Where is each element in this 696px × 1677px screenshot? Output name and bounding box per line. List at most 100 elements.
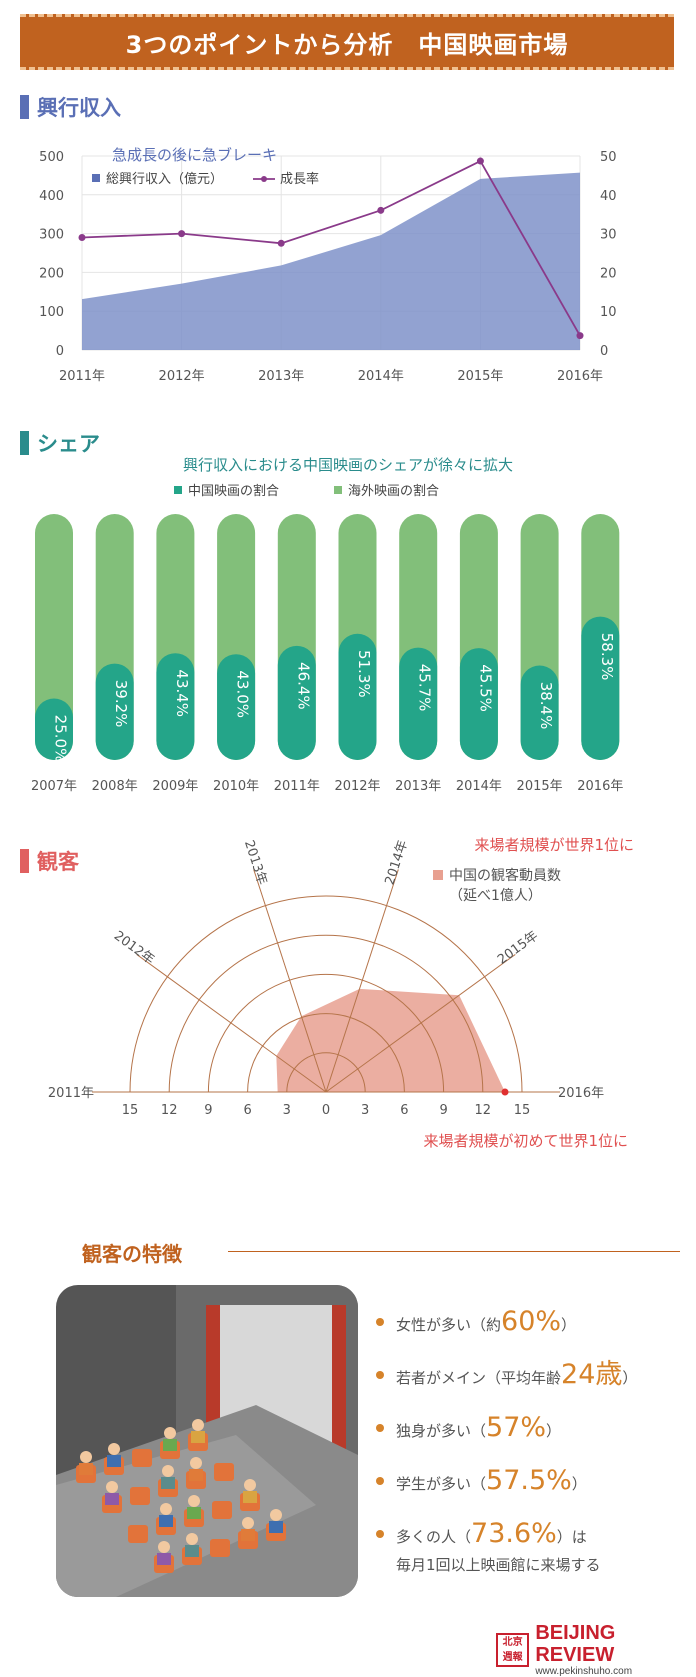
person-body bbox=[243, 1491, 257, 1503]
legend-swatch bbox=[174, 486, 182, 494]
radial-tick-label: 15 bbox=[122, 1103, 139, 1118]
seat-shape bbox=[212, 1501, 232, 1519]
x-tick-label: 2008年 bbox=[92, 779, 138, 794]
x-tick-label: 2014年 bbox=[358, 369, 404, 384]
growth-point bbox=[78, 233, 86, 241]
person-head bbox=[164, 1427, 176, 1439]
bullet-icon bbox=[376, 1318, 384, 1326]
person-head bbox=[158, 1541, 170, 1553]
seat-shape bbox=[214, 1463, 234, 1481]
x-tick-label: 2009年 bbox=[152, 779, 198, 794]
section-title: 観客 bbox=[37, 850, 79, 874]
y-tick-label-left: 400 bbox=[39, 189, 64, 204]
bar-value-label: 43.4% bbox=[173, 669, 191, 717]
y-tick-label-right: 0 bbox=[600, 344, 608, 359]
legend-label: 中国映画の割合 bbox=[188, 483, 279, 499]
radial-tick-label: 15 bbox=[514, 1103, 531, 1118]
share-bar-domestic bbox=[217, 654, 256, 760]
y-tick-label-right: 30 bbox=[600, 228, 617, 243]
chart-title: 急成長の後に急ブレーキ bbox=[112, 146, 277, 164]
radial-ring bbox=[129, 895, 523, 1093]
radial-ring bbox=[168, 934, 484, 1093]
feature-text: 学生が多い（ bbox=[396, 1475, 487, 1493]
feature-item: 女性が多い（約60%） bbox=[376, 1308, 686, 1339]
person-body bbox=[189, 1469, 203, 1481]
year-spoke bbox=[325, 869, 399, 1093]
bar-value-label: 45.7% bbox=[416, 664, 434, 712]
year-label: 2014年 bbox=[383, 838, 412, 886]
y-tick-label-right: 10 bbox=[600, 305, 617, 320]
radial-ring bbox=[247, 1013, 405, 1093]
share-bar-domestic bbox=[156, 653, 195, 760]
bar-value-label: 39.2% bbox=[112, 680, 130, 728]
growth-point bbox=[576, 332, 584, 340]
radial-ring bbox=[207, 973, 445, 1093]
features-title: 観客の特徴 bbox=[82, 1242, 182, 1266]
chart-title: 興行収入における中国映画のシェアが徐々に拡大 bbox=[183, 456, 513, 474]
person-head bbox=[192, 1419, 204, 1431]
share-bar-domestic bbox=[277, 645, 316, 760]
feature-item: 学生が多い（57.5%） bbox=[376, 1467, 686, 1498]
feature-text: ） bbox=[546, 1422, 562, 1440]
seat-shape bbox=[210, 1539, 230, 1557]
person-head bbox=[106, 1481, 118, 1493]
bullet-icon bbox=[376, 1477, 384, 1485]
box-office-chart: 0 100 200 300 400 500 0 10 20 30 40 50 2011年 2012年 201… bbox=[39, 146, 617, 384]
revenue-area bbox=[82, 172, 580, 350]
section-header-audience: 観客 bbox=[20, 846, 79, 876]
bar-value-label: 25.0% bbox=[52, 715, 70, 763]
x-tick-label: 2016年 bbox=[557, 369, 603, 384]
features-divider bbox=[228, 1251, 680, 1252]
bar-value-label: 43.0% bbox=[234, 670, 252, 718]
share-bar-domestic bbox=[520, 665, 559, 760]
bullet-icon bbox=[376, 1530, 384, 1538]
person-body bbox=[105, 1493, 119, 1505]
feature-text: 女性が多い（約 bbox=[396, 1316, 502, 1334]
person-body bbox=[187, 1507, 201, 1519]
feature-text: 独身が多い（ bbox=[396, 1422, 487, 1440]
x-tick-label: 2011年 bbox=[274, 779, 320, 794]
legend-swatch bbox=[334, 486, 342, 494]
y-tick-label-left: 500 bbox=[39, 150, 64, 165]
radial-tick-label: 3 bbox=[361, 1103, 369, 1118]
feature-value: 60% bbox=[501, 1306, 562, 1337]
feature-text: ） bbox=[622, 1369, 638, 1387]
y-tick-label-right: 20 bbox=[600, 266, 617, 281]
person-body bbox=[241, 1529, 255, 1541]
bar-value-label: 46.4% bbox=[294, 662, 312, 710]
y-tick-label-right: 50 bbox=[600, 150, 617, 165]
legend-unit: （延べ1億人） bbox=[449, 888, 542, 904]
feature-item: 独身が多い（57%） bbox=[376, 1414, 686, 1445]
year-spoke bbox=[136, 954, 327, 1093]
y-tick-label-left: 200 bbox=[39, 266, 64, 281]
person-head bbox=[188, 1495, 200, 1507]
y-tick-label-left: 0 bbox=[56, 344, 64, 359]
person-body bbox=[269, 1521, 283, 1533]
seat-shape bbox=[128, 1525, 148, 1543]
radial-tick-label: 12 bbox=[161, 1103, 178, 1118]
x-tick-label: 2015年 bbox=[517, 779, 563, 794]
person-head bbox=[270, 1509, 282, 1521]
share-bar-domestic bbox=[399, 647, 438, 760]
growth-point bbox=[377, 206, 385, 214]
x-tick-label: 2011年 bbox=[59, 369, 105, 384]
feature-value: 57% bbox=[486, 1412, 547, 1443]
legend-label: 総興行収入（億元） bbox=[106, 171, 223, 187]
year-label: 2011年 bbox=[48, 1086, 94, 1101]
section-header-box-office: 興行収入 bbox=[20, 92, 121, 122]
person-head bbox=[244, 1479, 256, 1491]
person-head bbox=[162, 1465, 174, 1477]
feature-item: 若者がメイン（平均年齢24歳） bbox=[376, 1361, 686, 1392]
person-body bbox=[185, 1545, 199, 1557]
highlight-point bbox=[501, 1088, 509, 1096]
share-bar-domestic bbox=[581, 616, 620, 760]
section-title: シェア bbox=[37, 432, 100, 456]
year-spoke bbox=[325, 954, 516, 1093]
person-head bbox=[160, 1503, 172, 1515]
share-bar-domestic bbox=[35, 698, 73, 760]
feature-value: 73.6% bbox=[471, 1518, 557, 1549]
section-header-share: シェア bbox=[20, 428, 100, 458]
person-head bbox=[186, 1533, 198, 1545]
y-tick-label-left: 100 bbox=[39, 305, 64, 320]
growth-point bbox=[277, 239, 285, 247]
